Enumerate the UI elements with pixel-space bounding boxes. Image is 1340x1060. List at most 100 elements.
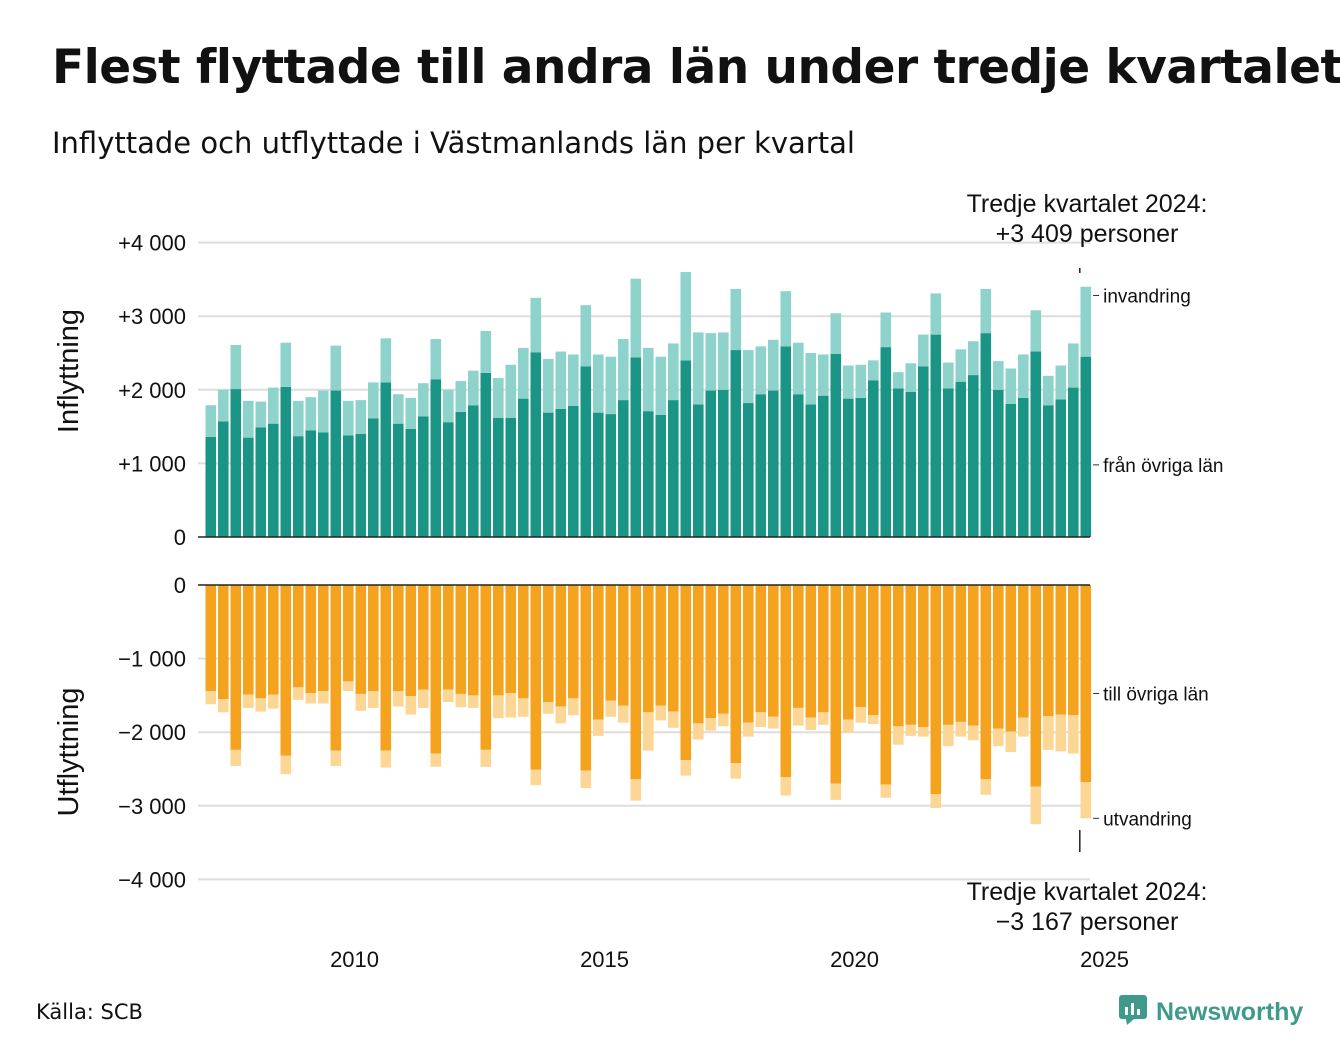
bar-emigration: [243, 694, 254, 708]
bar-emigration: [1018, 717, 1029, 737]
bar-emigration: [768, 716, 779, 729]
bar-from-other-counties: [330, 390, 342, 537]
bar-emigration: [668, 711, 679, 728]
bar-immigration: [343, 400, 354, 436]
bar-immigration: [718, 332, 729, 390]
bar-from-other-counties: [1030, 351, 1042, 537]
bar-emigration: [530, 769, 542, 786]
bar-immigration: [455, 380, 467, 412]
bar-from-other-counties: [430, 379, 442, 537]
bar-emigration: [693, 723, 704, 740]
bar-from-other-counties: [980, 333, 992, 537]
bar-immigration: [1005, 368, 1017, 404]
bar-emigration: [730, 763, 742, 779]
bar-to-other-counties: [980, 585, 992, 780]
bar-immigration: [830, 313, 842, 354]
bar-emigration: [518, 698, 529, 717]
page-title: Flest flyttade till andra län under tred…: [52, 40, 1340, 95]
bar-emigration: [218, 699, 229, 713]
bar-from-other-counties: [318, 432, 329, 537]
bar-to-other-counties: [418, 585, 429, 690]
bar-immigration: [855, 364, 867, 398]
bar-immigration: [1055, 365, 1067, 400]
bar-emigration: [643, 712, 654, 751]
bar-emigration: [405, 696, 417, 715]
bar-emigration: [268, 694, 279, 709]
bar-immigration: [905, 363, 917, 393]
bar-to-other-counties: [793, 585, 804, 708]
bar-emigration: [855, 707, 867, 723]
top-axis-tick-label: +1 000: [118, 451, 186, 476]
bar-immigration: [568, 354, 579, 406]
bottom-axis-tick-label: −4 000: [118, 867, 186, 892]
bar-immigration: [618, 339, 629, 401]
bar-emigration: [305, 693, 317, 704]
bar-to-other-counties: [305, 585, 317, 694]
bar-from-other-counties: [268, 423, 279, 537]
bar-emigration: [630, 779, 642, 801]
bar-to-other-counties: [393, 585, 404, 691]
bar-to-other-counties: [568, 585, 579, 699]
bar-from-other-counties: [718, 389, 729, 537]
bar-immigration: [318, 390, 329, 433]
bar-from-other-counties: [355, 433, 367, 537]
bar-to-other-counties: [368, 585, 379, 691]
bar-emigration: [580, 770, 592, 789]
bar-emigration: [593, 719, 604, 736]
bar-immigration: [255, 401, 267, 428]
bar-emigration: [1068, 715, 1079, 754]
bar-emigration: [280, 755, 292, 775]
bar-emigration: [968, 725, 979, 741]
bar-from-other-counties: [705, 390, 717, 537]
bar-immigration: [555, 351, 567, 409]
bar-from-other-counties: [455, 411, 467, 537]
bar-from-other-counties: [955, 381, 967, 537]
bar-emigration: [743, 722, 754, 737]
bar-from-other-counties: [968, 375, 979, 537]
bar-from-other-counties: [1005, 403, 1017, 537]
bar-from-other-counties: [555, 408, 567, 537]
bar-immigration: [218, 389, 229, 422]
bar-emigration: [893, 726, 904, 745]
bar-to-other-counties: [405, 585, 417, 697]
bar-immigration: [268, 387, 279, 424]
bar-emigration: [318, 690, 329, 704]
bar-immigration: [330, 345, 342, 391]
bar-emigration: [830, 783, 842, 800]
bar-immigration: [880, 312, 892, 348]
bar-emigration: [543, 702, 554, 714]
bar-from-other-counties: [730, 350, 742, 537]
bar-immigration: [943, 362, 954, 389]
bar-emigration: [880, 784, 892, 798]
bar-immigration: [655, 356, 667, 415]
bar-emigration: [1080, 782, 1092, 819]
bar-immigration: [1030, 310, 1042, 352]
bar-from-other-counties: [930, 334, 942, 537]
bar-from-other-counties: [618, 400, 629, 537]
bar-to-other-counties: [1018, 585, 1029, 718]
bar-emigration: [755, 712, 767, 728]
bar-to-other-counties: [443, 585, 454, 690]
bar-to-other-counties: [505, 585, 517, 694]
source-note: Källa: SCB: [36, 1000, 143, 1024]
bar-to-other-counties: [918, 585, 929, 728]
bar-to-other-counties: [805, 585, 817, 718]
bar-immigration: [593, 354, 604, 413]
bar-from-other-counties: [405, 428, 417, 537]
bar-emigration: [930, 794, 942, 809]
bar-immigration: [818, 354, 829, 396]
bar-from-other-counties: [593, 412, 604, 537]
bar-from-other-counties: [880, 347, 892, 537]
bar-to-other-counties: [493, 585, 504, 696]
bar-immigration: [530, 297, 542, 353]
bar-immigration: [605, 356, 617, 415]
bar-from-other-counties: [230, 389, 242, 537]
bar-emigration: [1005, 731, 1017, 753]
bar-to-other-counties: [905, 585, 917, 725]
bar-from-other-counties: [393, 423, 404, 537]
bar-to-other-counties: [743, 585, 754, 723]
bar-from-other-counties: [380, 382, 392, 537]
bar-to-other-counties: [955, 585, 967, 722]
bar-immigration: [868, 360, 879, 381]
